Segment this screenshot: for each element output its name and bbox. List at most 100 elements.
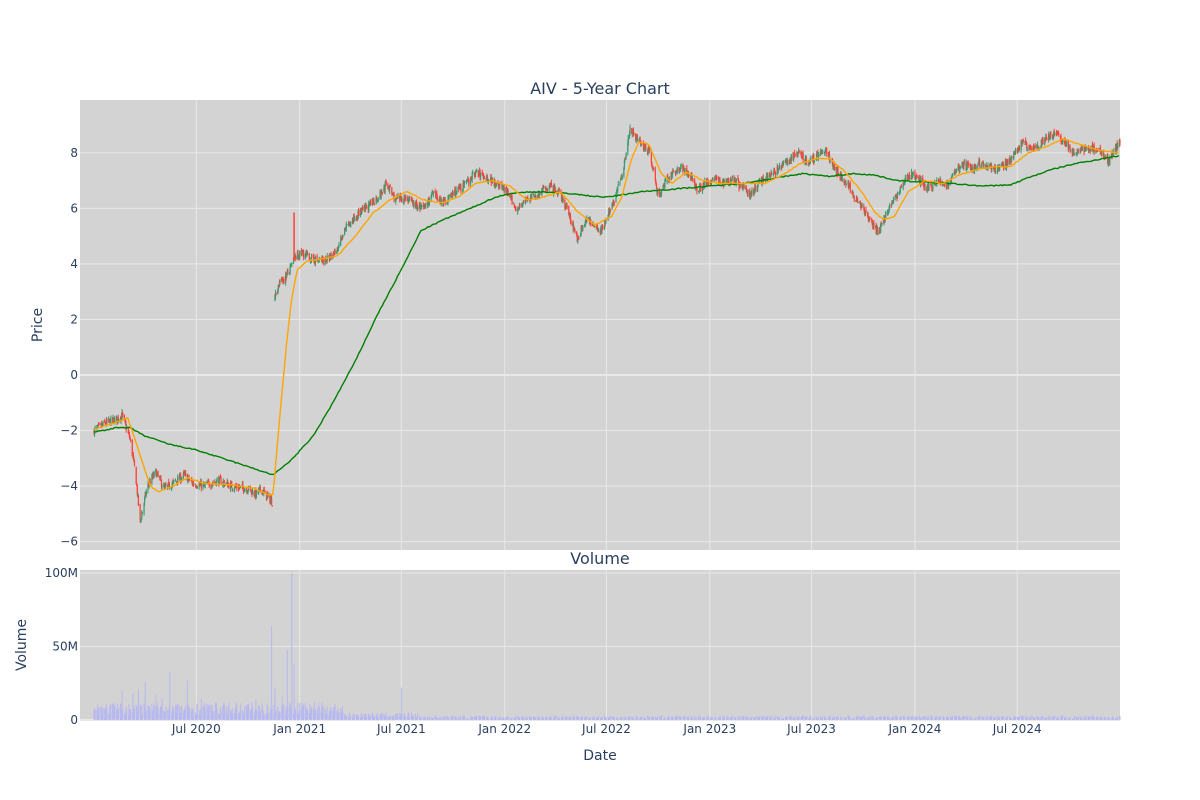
candle-body <box>417 207 419 211</box>
volume-bar <box>299 703 301 720</box>
volume-bar <box>483 716 485 720</box>
candle-body <box>778 168 780 170</box>
candle-body <box>826 148 828 155</box>
volume-bar <box>454 716 456 720</box>
candle-body <box>499 181 501 183</box>
candle-body <box>737 180 740 182</box>
volume-bar <box>208 704 210 720</box>
candle-body <box>609 208 611 210</box>
candle-body <box>819 150 822 155</box>
candle-body <box>106 419 108 422</box>
volume-bar <box>182 712 184 720</box>
candle-body <box>174 480 177 482</box>
volume-bar <box>140 711 142 720</box>
volume-bar <box>694 715 696 720</box>
candlestick <box>1073 152 1076 156</box>
candlestick <box>519 203 521 209</box>
candlestick <box>1030 145 1032 151</box>
volume-bar <box>274 687 276 720</box>
volume-bar <box>888 718 890 720</box>
candle-body <box>772 174 774 175</box>
candle-body <box>232 489 234 491</box>
candle-body <box>392 193 394 196</box>
volume-bar <box>307 710 309 720</box>
candle-body <box>351 218 354 224</box>
candle-body <box>1080 150 1082 153</box>
volume-bar <box>183 710 185 720</box>
candle-body <box>255 490 258 497</box>
volume-bar <box>527 718 529 720</box>
candle-body <box>1077 150 1080 152</box>
candle-body <box>578 237 580 238</box>
volume-bar <box>194 712 196 720</box>
candle-body <box>1064 143 1067 146</box>
volume-bar <box>511 716 513 720</box>
candlestick <box>737 174 739 181</box>
volume-bar <box>155 695 157 720</box>
candle-body <box>1081 146 1083 150</box>
volume-bar <box>627 718 629 720</box>
candle-body <box>688 174 690 176</box>
volume-bar <box>216 708 218 720</box>
candlestick <box>137 494 140 507</box>
candlestick <box>222 478 224 489</box>
candle-body <box>892 201 894 204</box>
volume-bar <box>455 718 457 720</box>
candle-body <box>471 173 473 180</box>
candle-body <box>617 184 619 186</box>
volume-bar <box>451 717 453 720</box>
volume-bar <box>353 713 355 720</box>
volume-bar <box>345 717 347 720</box>
volume-bar <box>486 718 488 720</box>
volume-bar <box>360 713 362 720</box>
volume-bar <box>450 716 452 720</box>
volume-bar <box>549 717 551 720</box>
volume-bar <box>479 716 481 720</box>
candle-body <box>935 184 937 185</box>
volume-bar <box>621 716 623 720</box>
volume-bar <box>497 718 499 720</box>
volume-bar <box>623 717 625 720</box>
volume-bar <box>321 702 323 720</box>
candlestick <box>183 469 185 477</box>
candlestick <box>373 203 376 206</box>
volume-bar <box>564 717 566 720</box>
volume-bar <box>852 718 854 720</box>
volume-bar <box>393 715 395 720</box>
candlestick <box>798 149 800 154</box>
volume-bar <box>834 716 836 720</box>
volume-bar <box>350 715 352 720</box>
volume-bar <box>863 716 865 720</box>
candle-body <box>919 176 921 178</box>
volume-bar <box>414 713 416 720</box>
candle-body <box>1077 149 1079 150</box>
candle-body <box>523 200 525 204</box>
volume-bar <box>448 717 450 720</box>
volume-bar <box>444 719 446 720</box>
candlestick <box>623 166 625 179</box>
candle-body <box>1069 145 1071 153</box>
volume-bar <box>203 705 205 720</box>
volume-bar <box>790 718 792 720</box>
candle-body <box>955 171 958 173</box>
candle-body <box>699 185 701 192</box>
candle-body <box>802 153 804 161</box>
volume-bar <box>428 716 430 720</box>
volume-bar <box>541 719 543 720</box>
candle-body <box>659 194 661 196</box>
candle-body <box>187 477 189 481</box>
volume-bar <box>802 716 804 720</box>
volume-bar <box>804 717 806 720</box>
volume-bar <box>469 717 471 720</box>
volume-bar <box>238 711 240 720</box>
volume-bar <box>698 715 700 720</box>
volume-bar <box>716 718 718 720</box>
candle-body <box>868 218 871 221</box>
candle-body <box>514 206 516 209</box>
candlestick <box>845 183 847 185</box>
volume-bar <box>109 705 111 720</box>
candlestick <box>380 189 382 200</box>
candle-body <box>469 178 472 186</box>
volume-bar <box>257 710 259 720</box>
candle-body <box>98 423 100 425</box>
